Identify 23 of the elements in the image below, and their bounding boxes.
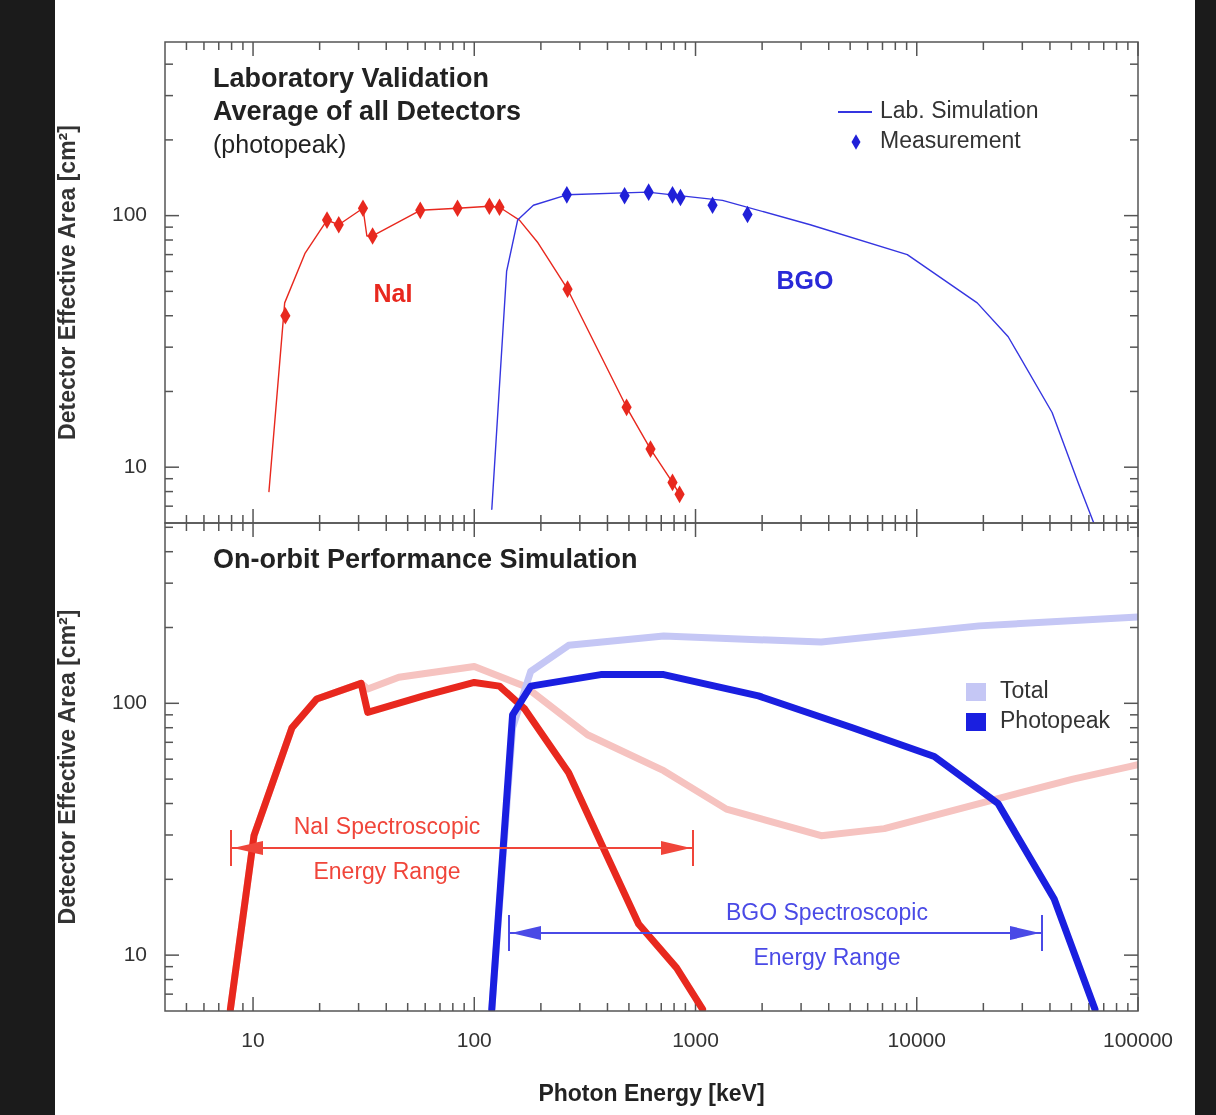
legend-label: Total bbox=[1000, 677, 1049, 704]
x-tick-label: 10 bbox=[241, 1028, 265, 1051]
annotation: BGO bbox=[776, 265, 834, 294]
y-tick-label: 100 bbox=[111, 202, 147, 226]
y-tick-label: 100 bbox=[111, 689, 147, 713]
annotation: NaI Spectroscopic Energy Range bbox=[293, 813, 481, 885]
text: On-orbit Performance Simulation bbox=[213, 544, 638, 574]
text: Laboratory Validation Average of all Detectors bbox=[213, 63, 522, 126]
legend-label: Measurement bbox=[880, 127, 1022, 154]
y-axis-title: Detector Effective Area [cm²] bbox=[54, 609, 80, 925]
legend-label: Lab. Simulation bbox=[880, 97, 1039, 124]
y-axis-title: Detector Effective Area [cm²] bbox=[54, 125, 80, 440]
x-tick-label: 100000 bbox=[1102, 1028, 1174, 1051]
annotation: NaI bbox=[373, 278, 413, 307]
x-tick-label: 10000 bbox=[887, 1028, 946, 1051]
x-tick-label: 1000 bbox=[672, 1028, 719, 1051]
x-tick-label: 100 bbox=[456, 1028, 492, 1051]
y-tick-label: 10 bbox=[123, 941, 147, 965]
y-tick-label: 10 bbox=[123, 453, 147, 477]
legend-label: Photopeak bbox=[1000, 707, 1111, 734]
text: (photopeak) bbox=[213, 130, 347, 158]
x-axis-title: Photon Energy [keV] bbox=[538, 1080, 765, 1106]
annotation: BGO Spectroscopic Energy Range bbox=[726, 899, 928, 971]
